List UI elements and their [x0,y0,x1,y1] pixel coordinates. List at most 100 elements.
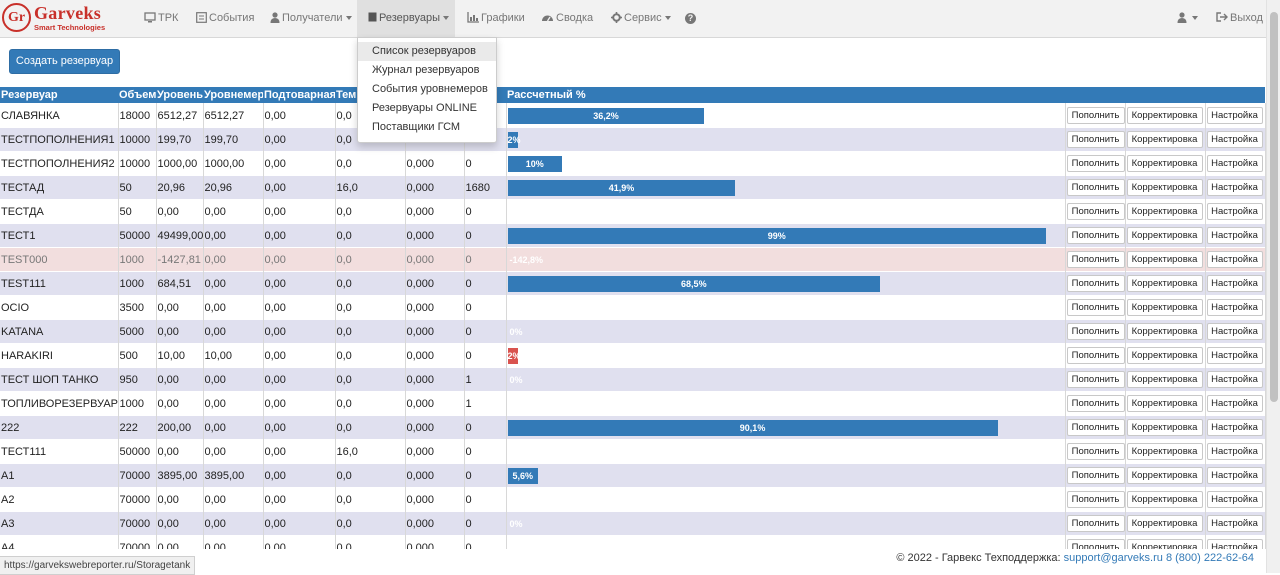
correct-button[interactable]: Корректировка [1126,515,1203,532]
cell-percent: 5,6% [506,463,1066,488]
cell-temp: 0,0 [335,415,406,440]
cell-gauge: 3895,00 [203,463,264,488]
menu-item-gauge-events[interactable]: События уровнемеров [372,83,488,95]
settings-button[interactable]: Настройка [1206,419,1263,436]
nav-service[interactable]: Сервис [611,0,671,37]
logout-link[interactable]: Выход [1216,0,1263,37]
correct-button[interactable]: Корректировка [1126,395,1203,412]
nav-recipients[interactable]: Получатели [270,0,352,37]
cell-gauge: 0,00 [203,487,264,512]
brand-tagline: Smart Technologies [34,23,106,32]
settings-button[interactable]: Настройка [1206,395,1263,412]
correct-button[interactable]: Корректировка [1126,299,1203,316]
nav-events[interactable]: События [196,0,254,37]
refill-button[interactable]: Пополнить [1066,251,1124,268]
correct-button[interactable]: Корректировка [1126,155,1203,172]
cell-action: Корректировка [1125,367,1206,392]
cell-temp: 0,0 [335,223,406,248]
correct-button[interactable]: Корректировка [1126,467,1203,484]
cell-volume: 18000 [118,103,157,128]
tank-icon [368,12,377,22]
user-menu[interactable] [1177,0,1198,37]
scrollbar-thumb[interactable] [1270,12,1278,402]
brand-logo[interactable]: Gr Garveks Smart Technologies [2,2,124,34]
settings-button[interactable]: Настройка [1206,299,1263,316]
nav-summary[interactable]: Сводка [541,0,593,37]
correct-button[interactable]: Корректировка [1126,131,1203,148]
cell-action: Корректировка [1125,415,1206,440]
table-row: A1 70000 3895,00 3895,00 0,00 0,0 0,000 0 5,6% По… [0,463,1266,488]
refill-button[interactable]: Пополнить [1066,443,1124,460]
cell-level: 20,96 [156,175,204,200]
settings-button[interactable]: Настройка [1206,227,1263,244]
column-header [1125,87,1205,104]
refill-button[interactable]: Пополнить [1066,371,1124,388]
settings-button[interactable]: Настройка [1206,203,1263,220]
settings-button[interactable]: Настройка [1206,131,1263,148]
menu-item-tank-list[interactable]: Список резервуаров [358,42,496,61]
settings-button[interactable]: Настройка [1206,347,1263,364]
cell-temp: 0,0 [335,391,406,416]
nav-charts[interactable]: Графики [467,0,525,37]
refill-button[interactable]: Пополнить [1066,155,1124,172]
refill-button[interactable]: Пополнить [1066,131,1124,148]
settings-button[interactable]: Настройка [1206,107,1263,124]
cell-water: 0,00 [263,271,336,296]
refill-button[interactable]: Пополнить [1066,227,1124,244]
correct-button[interactable]: Корректировка [1126,323,1203,340]
nav-trk[interactable]: ТРК [144,0,178,37]
correct-button[interactable]: Корректировка [1126,419,1203,436]
settings-button[interactable]: Настройка [1206,275,1263,292]
correct-button[interactable]: Корректировка [1126,251,1203,268]
cell-volume: 10000 [118,151,157,176]
correct-button[interactable]: Корректировка [1126,275,1203,292]
settings-button[interactable]: Настройка [1206,251,1263,268]
settings-button[interactable]: Настройка [1206,179,1263,196]
nav-tanks[interactable]: Резервуары [357,0,455,37]
settings-button[interactable]: Настройка [1206,467,1263,484]
correct-button[interactable]: Корректировка [1126,227,1203,244]
refill-button[interactable]: Пополнить [1066,323,1124,340]
cell-c7: 0,000 [405,247,465,272]
table-row: A2 70000 0,00 0,00 0,00 0,0 0,000 0 Пополнить Кор… [0,487,1266,512]
cell-action: Пополнить [1065,319,1126,344]
settings-button[interactable]: Настройка [1206,443,1263,460]
correct-button[interactable]: Корректировка [1126,107,1203,124]
correct-button[interactable]: Корректировка [1126,179,1203,196]
refill-button[interactable]: Пополнить [1066,515,1124,532]
correct-button[interactable]: Корректировка [1126,491,1203,508]
refill-button[interactable]: Пополнить [1066,203,1124,220]
refill-button[interactable]: Пополнить [1066,179,1124,196]
refill-button[interactable]: Пополнить [1066,107,1124,124]
settings-button[interactable]: Настройка [1206,323,1263,340]
settings-button[interactable]: Настройка [1206,491,1263,508]
correct-button[interactable]: Корректировка [1126,203,1203,220]
cell-action: Пополнить [1065,367,1126,392]
create-tank-button[interactable]: Создать резервуар [9,49,120,74]
refill-button[interactable]: Пополнить [1066,395,1124,412]
cell-action: Корректировка [1125,247,1206,272]
page-scrollbar[interactable] [1266,0,1280,573]
correct-button[interactable]: Корректировка [1126,443,1203,460]
cell-name: ТЕСТПОПОЛНЕНИЯ2 [0,151,119,176]
menu-item-tank-journal[interactable]: Журнал резервуаров [372,64,480,76]
help-icon[interactable]: ? [685,13,696,24]
support-email-link[interactable]: support@garveks.ru [1063,552,1163,564]
correct-button[interactable]: Корректировка [1126,371,1203,388]
settings-button[interactable]: Настройка [1206,155,1263,172]
refill-button[interactable]: Пополнить [1066,299,1124,316]
settings-button[interactable]: Настройка [1206,515,1263,532]
refill-button[interactable]: Пополнить [1066,347,1124,364]
correct-button[interactable]: Корректировка [1126,347,1203,364]
refill-button[interactable]: Пополнить [1066,275,1124,292]
cell-percent [506,199,1066,224]
table-row: СЛАВЯНКА 18000 6512,27 6512,27 0,00 0,0 36,2% П… [0,103,1266,128]
refill-button[interactable]: Пополнить [1066,419,1124,436]
refill-button[interactable]: Пополнить [1066,467,1124,484]
settings-button[interactable]: Настройка [1206,371,1263,388]
nav-trk-label: ТРК [158,12,179,24]
menu-item-fuel-suppliers[interactable]: Поставщики ГСМ [372,121,461,133]
menu-item-tanks-online[interactable]: Резервуары ONLINE [372,102,478,114]
refill-button[interactable]: Пополнить [1066,491,1124,508]
cell-action: Настройка [1205,127,1266,152]
